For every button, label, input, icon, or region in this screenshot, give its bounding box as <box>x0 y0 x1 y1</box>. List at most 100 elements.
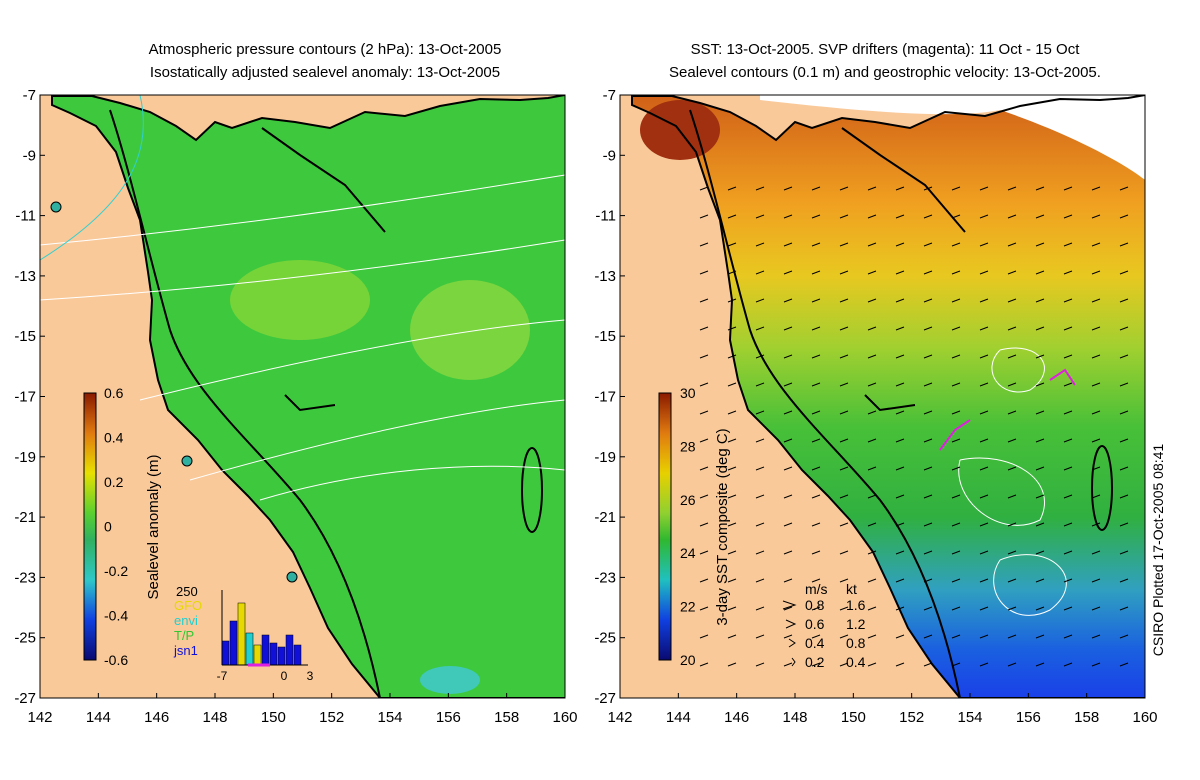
velocity-arrow <box>1063 550 1073 555</box>
velocity-arrow <box>895 354 905 359</box>
velocity-arrow <box>1091 606 1101 611</box>
velocity-arrow <box>1007 242 1017 247</box>
velocity-scale-legend: m/s kt 0.8 1.6 0.6 1.2 0.4 0.8 0.2 0.4 <box>782 581 866 670</box>
velocity-arrow <box>727 270 737 275</box>
longitude-tick-label: 142 <box>27 709 52 726</box>
velocity-arrow <box>1007 662 1017 667</box>
velocity-arrow <box>923 634 933 639</box>
velocity-arrow <box>951 662 961 667</box>
velocity-arrow <box>811 494 821 499</box>
velocity-arrow <box>699 550 709 555</box>
velocity-arrow <box>1063 634 1073 639</box>
velocity-arrow <box>867 410 877 415</box>
velocity-arrow <box>923 242 933 247</box>
right-colorbar-tick-label: 24 <box>680 545 696 561</box>
velocity-arrow <box>1119 578 1129 583</box>
velocity-arrow <box>783 242 793 247</box>
velocity-arrow <box>839 550 849 555</box>
velocity-arrow <box>867 242 877 247</box>
left-colorbar-tick-label: 0.6 <box>104 385 124 401</box>
velocity-arrow <box>895 578 905 583</box>
velocity-arrow <box>699 438 709 443</box>
longitude-tick-label: 158 <box>494 709 519 726</box>
velocity-arrow <box>783 662 793 667</box>
inset-histogram-bar <box>253 644 262 666</box>
latitude-tick-label: -27 <box>594 690 616 707</box>
velocity-arrow <box>1035 522 1045 527</box>
velocity-arrow <box>1091 214 1101 219</box>
velocity-arrow <box>1119 662 1129 667</box>
velocity-arrow <box>811 298 821 303</box>
velocity-arrow <box>1007 522 1017 527</box>
longitude-tick-label: 150 <box>261 709 286 726</box>
velocity-arrow <box>923 270 933 275</box>
inset-histogram-bar <box>229 620 238 666</box>
longitude-tick-label: 158 <box>1074 709 1099 726</box>
velocity-arrow <box>923 326 933 331</box>
velocity-arrow <box>867 578 877 583</box>
velocity-arrow <box>1119 354 1129 359</box>
velocity-arrow <box>979 578 989 583</box>
velocity-arrow <box>979 550 989 555</box>
inset-legend-jsn1: jsn1 <box>173 643 198 658</box>
velocity-arrow <box>783 298 793 303</box>
velocity-arrow <box>951 214 961 219</box>
velocity-arrow <box>867 550 877 555</box>
velocity-arrow <box>727 326 737 331</box>
left-anomaly-patch <box>410 280 530 380</box>
velocity-arrow <box>1091 662 1101 667</box>
latitude-tick-label: -21 <box>14 509 36 526</box>
velocity-arrow <box>755 410 765 415</box>
velocity-arrow <box>979 662 989 667</box>
velocity-arrow <box>895 186 905 191</box>
left-island-outline <box>521 447 543 533</box>
left-tide-gauge-marker <box>181 455 193 467</box>
right-colorbar-tick-label: 30 <box>680 385 696 401</box>
velocity-arrow <box>1063 578 1073 583</box>
velocity-arrow <box>951 634 961 639</box>
velocity-arrow <box>811 410 821 415</box>
right-island-outline <box>864 394 916 412</box>
velocity-arrow <box>839 382 849 387</box>
velocity-arrow <box>783 326 793 331</box>
velocity-arrow <box>1035 186 1045 191</box>
left-pressure-contour <box>39 94 144 261</box>
velocity-arrow <box>1091 410 1101 415</box>
velocity-arrow <box>867 494 877 499</box>
velocity-arrow <box>1007 634 1017 639</box>
velocity-arrow <box>923 522 933 527</box>
velocity-arrow <box>755 270 765 275</box>
velocity-arrow <box>951 578 961 583</box>
velocity-arrow <box>1063 522 1073 527</box>
velocity-arrow <box>1063 354 1073 359</box>
velocity-arrow <box>979 522 989 527</box>
right-island-outline <box>841 127 966 233</box>
left-colorbar <box>83 392 97 661</box>
velocity-arrow <box>755 662 765 667</box>
velocity-arrow <box>727 550 737 555</box>
velocity-arrow <box>867 522 877 527</box>
velocity-arrow <box>811 550 821 555</box>
left-island-outline <box>284 394 336 412</box>
velocity-arrow <box>867 354 877 359</box>
velocity-arrow <box>783 410 793 415</box>
velocity-arrow <box>951 242 961 247</box>
velocity-arrow <box>755 578 765 583</box>
velocity-arrow <box>811 606 821 611</box>
velocity-arrow <box>839 634 849 639</box>
velocity-arrow <box>895 550 905 555</box>
inset-histogram-bar <box>221 640 230 666</box>
right-colorbar-tick-label: 26 <box>680 492 696 508</box>
left-shelf-edge-contour <box>109 109 381 699</box>
velocity-arrow <box>839 578 849 583</box>
velocity-arrow <box>1035 662 1045 667</box>
velocity-arrow <box>1063 466 1073 471</box>
longitude-tick-label: 152 <box>319 709 344 726</box>
velocity-arrow <box>1119 298 1129 303</box>
velocity-arrow <box>1091 354 1101 359</box>
velocity-legend-kt-value: 0.8 <box>846 635 866 651</box>
velocity-arrow <box>699 634 709 639</box>
velocity-arrow <box>811 214 821 219</box>
latitude-tick-label: -13 <box>594 268 616 285</box>
velocity-arrow <box>1007 270 1017 275</box>
